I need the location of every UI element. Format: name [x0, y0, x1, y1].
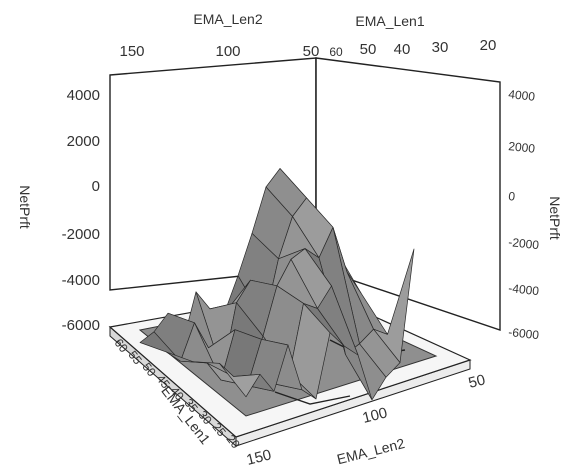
- front-x-tick: 150: [245, 446, 273, 469]
- top-y-tick: 60: [329, 45, 343, 59]
- left-z-tick: -4000: [62, 272, 100, 289]
- contour-line: [274, 391, 351, 405]
- top-x-tick: 150: [119, 43, 144, 60]
- right-z-tick: -2000: [508, 235, 540, 252]
- right-z-tick: 4000: [508, 87, 536, 104]
- surface-cell: [219, 363, 261, 398]
- top-xlabel: EMA_Len2: [193, 11, 262, 27]
- left-zlabel: NetPrft: [17, 185, 33, 229]
- right-z-tick: 2000: [508, 139, 536, 156]
- top-y-tick: 50: [360, 41, 377, 58]
- right-z-tick: 0: [508, 189, 516, 204]
- axis-ticks: 4000 2000 0 -2000 -4000 -6000 4000 2000 0 -2000 -4…: [62, 37, 540, 469]
- front-xlabel: EMA_Len2: [335, 435, 406, 467]
- front-x-tick: 100: [361, 404, 389, 427]
- top-ylabel: EMA_Len1: [355, 13, 424, 29]
- left-z-tick: 0: [92, 178, 100, 195]
- top-y-tick: 40: [394, 41, 411, 58]
- right-z-tick: -6000: [508, 325, 540, 342]
- left-z-tick: 2000: [67, 133, 100, 150]
- left-z-tick: -6000: [62, 317, 100, 334]
- top-y-tick: 30: [432, 39, 449, 56]
- top-x-tick: 100: [215, 43, 240, 60]
- right-zlabel: NetPrft: [547, 196, 563, 240]
- top-y-tick: 20: [480, 37, 497, 54]
- right-z-tick: -4000: [508, 281, 540, 298]
- top-x-tick: 50: [303, 43, 320, 60]
- front-x-tick: 50: [467, 371, 487, 392]
- left-z-tick: 4000: [67, 87, 100, 104]
- surface-mesh: [139, 168, 415, 401]
- left-z-tick: -2000: [62, 226, 100, 243]
